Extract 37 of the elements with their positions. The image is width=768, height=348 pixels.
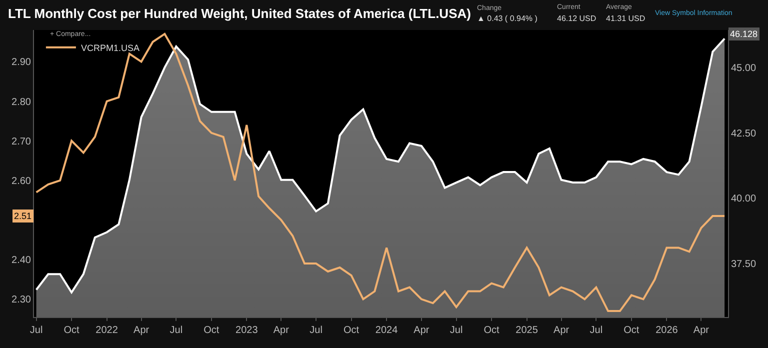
x-tick-label: Apr (554, 325, 570, 336)
text: 41.31 USD (606, 14, 646, 23)
y-tick-label: 2.80 (12, 96, 32, 108)
y2-tick-label: 45.00 (731, 62, 756, 74)
x-tick-label: 2026 (656, 325, 678, 336)
x-tick-label: Jul (590, 325, 603, 336)
y2-tick-label: 37.50 (731, 259, 756, 270)
x-tick-label: Oct (624, 325, 640, 336)
chart-title: LTL Monthly Cost per Hundred Weight, United States of America (LTL.USA) (8, 6, 471, 21)
x-tick-label: Oct (344, 325, 360, 336)
text: 46.12 USD (557, 14, 596, 23)
x-tick-label: Jul (450, 325, 463, 336)
x-tick-label: Apr (414, 325, 430, 336)
x-tick-label: Jul (170, 325, 183, 336)
x-tick-label: Oct (484, 325, 500, 336)
x-tick-label: Apr (134, 325, 150, 336)
text: 2.51 (14, 211, 32, 221)
y-tick-label: 2.70 (12, 136, 32, 148)
x-tick-label: Apr (273, 325, 290, 336)
x-tick-label: Jul (310, 325, 322, 336)
x-tick-label: 2023 (236, 325, 258, 336)
y-tick-label: 2.40 (12, 255, 32, 266)
x-tick-label: 2025 (516, 325, 538, 336)
x-tick-label: Apr (693, 325, 710, 336)
y2-tick-label: 42.50 (731, 128, 756, 140)
text: 46.128 (730, 29, 758, 39)
y-tick-label: 2.30 (12, 294, 32, 306)
y-tick-label: 2.90 (12, 57, 32, 68)
x-tick-label: Oct (204, 325, 220, 336)
y-tick-label: 2.60 (12, 176, 32, 187)
text: ▲ 0.43 ( 0.94% ) (477, 14, 538, 23)
x-tick-label: Jul (30, 325, 43, 336)
x-tick-label: 2024 (375, 325, 398, 336)
x-tick-label: 2022 (96, 325, 118, 336)
x-tick-label: Oct (64, 325, 80, 336)
y2-tick-label: 40.00 (731, 194, 756, 205)
legend-label: VCRPM1.USA (80, 42, 140, 53)
